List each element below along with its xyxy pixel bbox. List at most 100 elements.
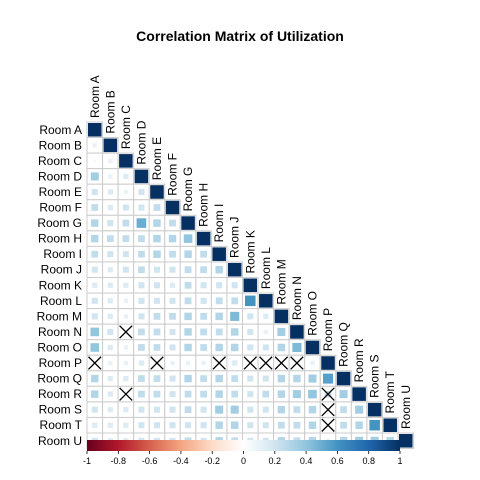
- correlation-square: [169, 219, 176, 227]
- correlation-square: [367, 402, 382, 417]
- row-label: Room H: [38, 232, 82, 246]
- correlation-square: [138, 422, 145, 429]
- column-label: Room J: [228, 217, 242, 258]
- correlation-square: [138, 375, 145, 382]
- correlation-square: [153, 282, 161, 289]
- correlation-square: [107, 189, 113, 195]
- insignificant-x-mark: [290, 356, 304, 370]
- correlation-square: [106, 235, 114, 243]
- correlation-square: [108, 158, 113, 164]
- correlation-square: [169, 344, 176, 351]
- correlation-square: [231, 421, 239, 429]
- row-label: Room G: [37, 216, 82, 230]
- correlation-square: [107, 422, 113, 428]
- correlation-square: [215, 374, 223, 383]
- correlation-square: [262, 422, 269, 429]
- insignificant-x-mark: [321, 387, 335, 401]
- column-label: Room I: [212, 204, 226, 243]
- correlation-square: [277, 374, 286, 383]
- correlation-square: [184, 266, 192, 274]
- correlation-square: [91, 297, 98, 304]
- column-label: Room Q: [337, 322, 351, 367]
- row-label: Room C: [38, 154, 82, 168]
- colorbar: -1 -0.8 -0.6 -0.4 -0.2 0 0.2 0.4 0.6 0.8 1: [83, 440, 403, 466]
- row-label: Room S: [39, 403, 82, 417]
- colorbar-tick-label: 0.4: [300, 456, 313, 466]
- correlation-square: [169, 312, 176, 320]
- colorbar-tick-label: 0.6: [331, 456, 344, 466]
- correlation-square: [91, 219, 99, 227]
- correlation-square: [153, 344, 161, 351]
- column-label: Room U: [399, 385, 413, 429]
- correlation-square: [138, 313, 145, 320]
- correlation-square: [123, 360, 129, 366]
- correlation-square: [247, 375, 254, 382]
- correlation-square: [262, 375, 269, 382]
- correlation-square: [339, 390, 348, 399]
- correlation-square: [107, 251, 114, 258]
- column-label: Room F: [166, 153, 180, 196]
- correlation-square: [153, 375, 161, 382]
- insignificant-x-mark: [274, 356, 289, 370]
- correlation-square: [215, 312, 223, 321]
- correlation-square: [119, 154, 133, 168]
- correlation-square: [91, 313, 98, 320]
- correlation-square: [247, 328, 254, 335]
- correlation-square: [134, 169, 149, 184]
- correlation-square: [123, 314, 129, 319]
- correlation-square: [185, 360, 191, 366]
- correlation-square: [215, 405, 224, 414]
- correlation-square: [138, 406, 145, 413]
- correlation-square: [153, 312, 161, 320]
- correlation-square: [355, 405, 364, 414]
- correlation-square: [123, 345, 129, 350]
- correlation-square: [138, 297, 145, 304]
- correlation-square: [293, 421, 301, 429]
- correlation-square: [169, 422, 176, 429]
- correlation-square: [247, 344, 254, 351]
- correlation-square: [215, 297, 223, 305]
- correlation-square: [122, 266, 129, 273]
- correlation-square: [93, 159, 97, 163]
- correlation-square: [243, 278, 258, 293]
- correlation-square: [230, 311, 240, 321]
- correlation-square: [90, 172, 99, 181]
- correlation-square: [399, 434, 413, 448]
- correlation-square: [245, 295, 256, 307]
- colorbar-gradient: [87, 440, 400, 451]
- correlation-square: [153, 297, 161, 304]
- correlation-square: [153, 204, 161, 211]
- correlation-square: [247, 391, 254, 398]
- correlation-square: [169, 328, 176, 335]
- correlation-square: [138, 266, 145, 274]
- row-label: Room I: [43, 247, 82, 261]
- correlation-square: [169, 282, 176, 288]
- correlation-square: [138, 282, 145, 289]
- correlation-square: [91, 266, 98, 273]
- column-label: Room G: [181, 167, 195, 212]
- column-label: Room E: [150, 137, 164, 180]
- correlation-square: [231, 297, 239, 305]
- correlation-square: [103, 138, 118, 153]
- insignificant-x-mark: [119, 387, 133, 401]
- insignificant-x-mark: [119, 325, 133, 339]
- correlation-square: [277, 390, 286, 398]
- correlation-square: [107, 344, 113, 351]
- correlation-square: [247, 422, 254, 429]
- colorbar-tick-label: -0.8: [111, 456, 127, 466]
- correlation-square: [136, 218, 147, 228]
- correlation-square: [200, 422, 207, 429]
- correlation-square: [138, 360, 145, 366]
- correlation-square: [107, 220, 114, 227]
- chart-title: Correlation Matrix of Utilization: [136, 28, 344, 44]
- correlation-square: [200, 406, 207, 413]
- correlation-square: [88, 123, 102, 137]
- correlation-square: [122, 235, 130, 243]
- row-label: Room Q: [37, 372, 82, 386]
- correlation-square: [169, 250, 176, 258]
- correlation-square: [184, 328, 192, 336]
- correlation-square: [274, 309, 289, 324]
- correlation-square: [91, 406, 98, 413]
- correlation-square: [277, 421, 285, 429]
